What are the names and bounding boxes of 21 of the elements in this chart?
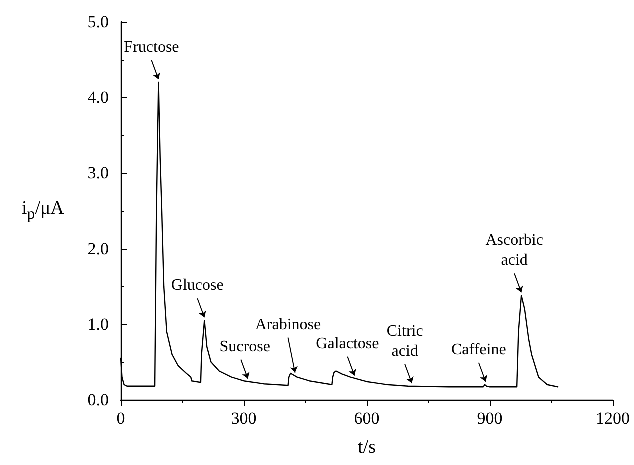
x-axis-title: t/s [358,437,376,458]
annotation: Citric acid [386,322,424,360]
y-tick-label: 2.0 [88,239,109,258]
annotation: Arabinose [255,316,322,334]
x-tick-label: 900 [477,409,503,428]
y-tick-label: 5.0 [88,12,109,32]
annotation: Caffeine [452,341,506,358]
x-tick-label: 300 [231,409,257,428]
y-tick-label: 4.0 [88,88,109,108]
x-tick-label: 600 [354,409,380,428]
x-tick-label: 1200 [596,409,630,428]
x-tick-label: 0 [116,409,126,428]
annotation: Fructose [124,38,180,56]
y-axis-title: i$_{p}$/μA [22,198,64,224]
y-tick-label: 0.0 [88,390,109,410]
y-tick-label: 3.0 [88,164,109,183]
y-tick-label: 1.0 [88,314,109,334]
annotation: Sucrose [220,338,270,356]
annotation: Glucose [171,277,224,294]
annotation: Ascorbic acid [486,232,544,270]
annotation: Galactose [316,335,380,352]
